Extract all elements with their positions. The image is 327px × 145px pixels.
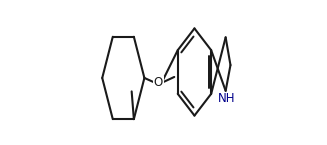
Text: O: O bbox=[154, 76, 163, 89]
Text: NH: NH bbox=[218, 92, 235, 105]
